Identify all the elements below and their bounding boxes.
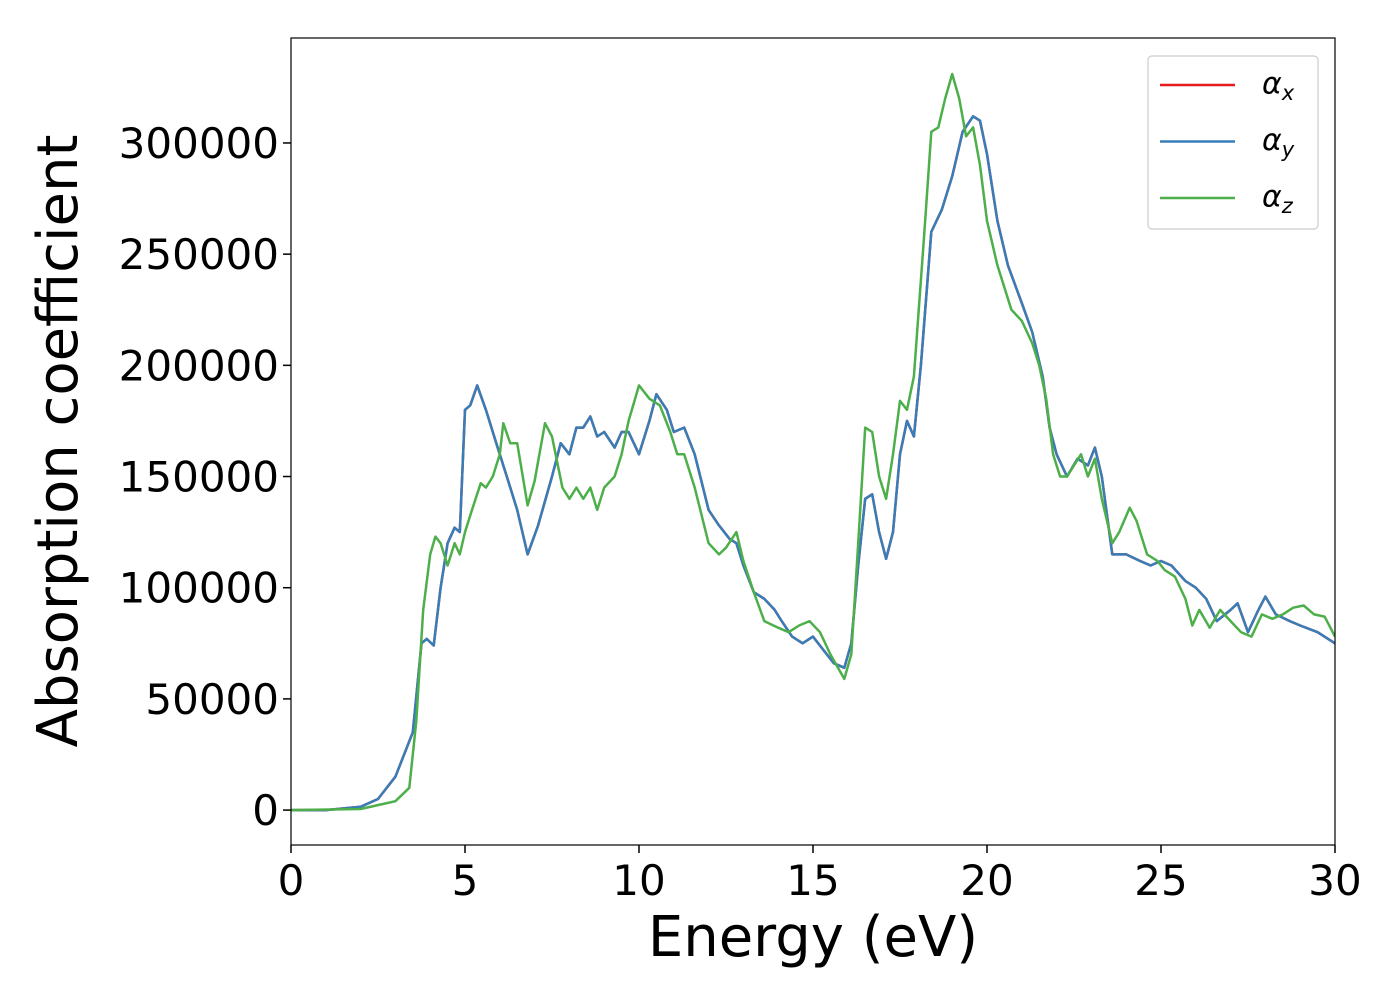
y-axis-label: Absorption coefficient: [26, 135, 91, 748]
x-tick-label: 15: [786, 856, 839, 905]
y-tick-label: 50000: [145, 675, 279, 724]
y-tick-label: 250000: [119, 230, 279, 279]
y-tick-label: 150000: [119, 453, 279, 502]
x-tick-label: 20: [960, 856, 1013, 905]
series-line: [291, 72, 1335, 812]
x-tick-label: 10: [612, 856, 665, 905]
x-tick-label: 30: [1308, 856, 1361, 905]
x-axis-label: Energy (eV): [648, 905, 978, 970]
y-tick-label: 0: [252, 786, 279, 835]
plot-frame: [290, 37, 1336, 846]
x-tick-label: 25: [1134, 856, 1187, 905]
y-tick-label: 300000: [119, 119, 279, 168]
y-tick-label: 100000: [119, 564, 279, 613]
y-tick-label: 200000: [119, 341, 279, 390]
x-tick-label: 5: [452, 856, 479, 905]
x-tick-label: 0: [278, 856, 305, 905]
